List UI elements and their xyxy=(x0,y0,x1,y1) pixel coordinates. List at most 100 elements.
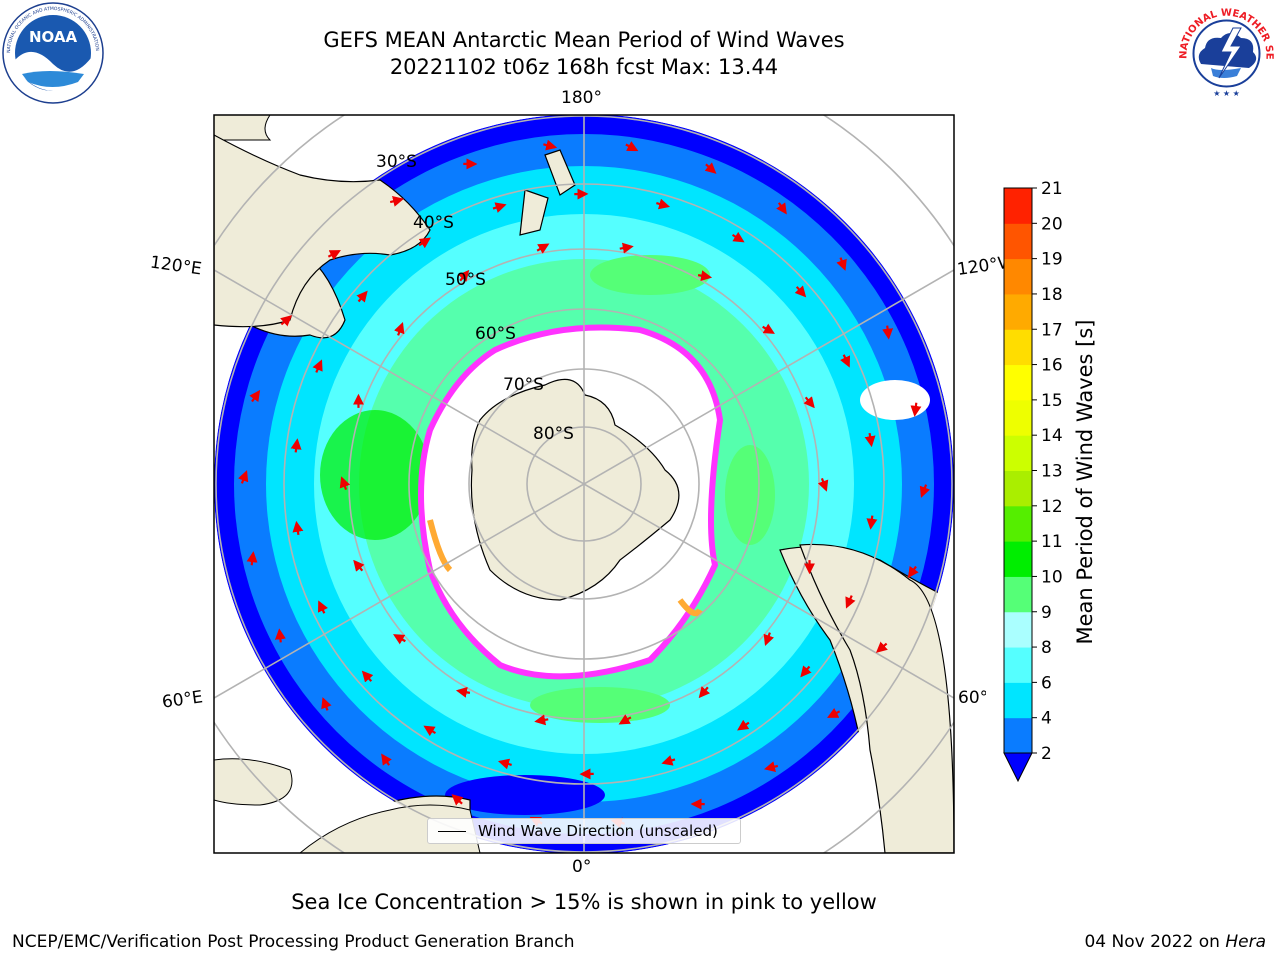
wave-direction-arrow xyxy=(618,714,632,725)
wave-direction-arrow xyxy=(817,477,829,492)
wave-direction-arrow xyxy=(794,285,807,298)
wave-direction-arrow xyxy=(274,628,286,643)
chart-title: GEFS MEAN Antarctic Mean Period of Wind … xyxy=(323,28,845,52)
footer-host: Hera xyxy=(1225,932,1266,952)
wave-direction-arrow xyxy=(845,595,856,609)
colorbar-bin xyxy=(1004,223,1032,260)
lon-label-60w: 60°W xyxy=(958,688,986,708)
lat-label-60s: 60°S xyxy=(475,324,516,344)
wave-direction-arrow xyxy=(455,686,471,698)
legend-line-swatch xyxy=(438,831,466,832)
map-legend: Wind Wave Direction (unscaled) xyxy=(427,818,741,844)
wave-direction-arrow xyxy=(237,470,249,484)
wave-direction-arrow xyxy=(656,198,671,210)
wave-direction-arrow xyxy=(497,758,512,770)
wave-direction-arrow xyxy=(836,257,847,271)
south-america-outside xyxy=(799,543,954,853)
wave-direction-arrow xyxy=(731,231,745,243)
colorbar-bin xyxy=(1004,682,1032,719)
footer-date-text: 04 Nov 2022 on xyxy=(1084,932,1220,952)
sea-ice-note: Sea Ice Concentration > 15% is shown in … xyxy=(291,890,877,914)
wave-direction-arrow xyxy=(356,290,368,303)
colorbar-tick-label: 21 xyxy=(1041,179,1063,199)
wave-direction-arrow xyxy=(457,269,470,282)
colorbar-bin xyxy=(1004,470,1032,507)
colorbar-tick-label: 19 xyxy=(1041,250,1063,270)
wave-direction-arrow xyxy=(800,665,812,678)
footer-credit: NCEP/EMC/Verification Post Processing Pr… xyxy=(12,932,575,952)
wave-direction-arrow xyxy=(864,432,876,448)
lat-label-50s: 50°S xyxy=(445,270,486,290)
colorbar-tick-label: 14 xyxy=(1041,426,1063,446)
colorbar-tick-label: 16 xyxy=(1041,356,1063,376)
wave-direction-arrow xyxy=(327,250,341,261)
colorbar-bin xyxy=(1004,717,1032,754)
wave-direction-arrow xyxy=(907,565,919,579)
wave-direction-arrow xyxy=(389,195,404,207)
wave-direction-arrow xyxy=(737,719,750,731)
colorbar-tick-label: 15 xyxy=(1041,391,1063,411)
noaa-logo: NOAA NATIONAL OCEANIC AND ATMOSPHERIC AD… xyxy=(2,2,104,104)
wave-direction-arrow xyxy=(394,322,405,336)
colorbar-tick-label: 9 xyxy=(1041,603,1052,623)
wave-direction-arrow xyxy=(910,402,922,417)
colorbar-label: Mean Period of Wind Waves [s] xyxy=(1073,319,1097,645)
lat-label-70s: 70°S xyxy=(503,375,544,395)
wave-direction-arrow xyxy=(423,725,437,737)
lat-label-40s: 40°S xyxy=(413,213,454,233)
colorbar-bin xyxy=(1004,258,1032,295)
noaa-logo-text: NOAA xyxy=(29,28,78,46)
colorbar-tick-label: 11 xyxy=(1041,532,1063,552)
wave-direction-arrow xyxy=(418,237,431,249)
colorbar-tick-label: 4 xyxy=(1041,709,1052,729)
colorbar-bin xyxy=(1004,293,1032,330)
legend-label: Wind Wave Direction (unscaled) xyxy=(478,822,718,840)
nws-logo: NATIONAL WEATHER SERVICE ★ ★ ★ xyxy=(1175,2,1277,104)
wave-direction-arrow xyxy=(763,632,774,646)
map-frame xyxy=(213,114,955,854)
wave-direction-arrow xyxy=(764,761,779,773)
wave-direction-arrow xyxy=(312,359,323,373)
wave-direction-arrow xyxy=(704,162,717,174)
wave-direction-arrow xyxy=(762,323,775,334)
new-zealand-landmass xyxy=(519,149,576,236)
wave-direction-arrow xyxy=(381,753,392,766)
wave-direction-arrow xyxy=(776,202,787,215)
colorbar-bin xyxy=(1004,505,1032,542)
colorbar-tick-label: 17 xyxy=(1041,320,1063,340)
wave-direction-arrow xyxy=(827,707,841,718)
wave-direction-arrow xyxy=(361,670,374,683)
wave-direction-arrow xyxy=(249,389,261,403)
lat-label-30s: 30°S xyxy=(376,152,417,172)
colorbar-tick-label: 2 xyxy=(1041,744,1052,764)
wave-direction-arrow xyxy=(543,139,558,151)
colorbar-bin xyxy=(1004,188,1032,224)
wave-direction-arrow xyxy=(321,697,332,711)
wave-direction-arrow xyxy=(698,686,711,699)
wave-direction-arrow xyxy=(840,354,851,368)
colorbar-bin xyxy=(1004,541,1032,577)
colorbar-bin xyxy=(1004,576,1032,613)
wave-direction-arrow xyxy=(619,242,634,254)
colorbar: 2 4 6 8 9 10 11 12 13 14 15 16 17 18 19 20 21 xyxy=(1003,179,1063,783)
colorbar-tick-label: 10 xyxy=(1041,567,1063,587)
wave-direction-arrow xyxy=(625,141,639,152)
colorbar-extend-arrow xyxy=(1003,752,1033,783)
lon-label-0: 0° xyxy=(572,857,592,877)
wave-direction-arrow xyxy=(280,315,293,327)
footer-date: 04 Nov 2022 on Hera xyxy=(1084,932,1266,952)
colorbar-bin xyxy=(1004,399,1032,436)
colorbar-tick-label: 18 xyxy=(1041,285,1063,305)
colorbar-bin xyxy=(1004,647,1032,683)
colorbar-bin xyxy=(1004,364,1032,401)
colorbar-tick-label: 12 xyxy=(1041,497,1063,517)
wave-direction-arrow xyxy=(246,551,258,566)
colorbar-tick-label: 20 xyxy=(1041,214,1063,234)
colorbar-bin xyxy=(1004,611,1032,648)
wave-direction-arrow xyxy=(919,484,931,498)
wave-direction-arrow xyxy=(492,202,507,213)
colorbar-tick-label: 8 xyxy=(1041,638,1052,658)
colorbar-tick-label: 6 xyxy=(1041,673,1052,693)
wave-direction-arrow xyxy=(536,243,550,254)
